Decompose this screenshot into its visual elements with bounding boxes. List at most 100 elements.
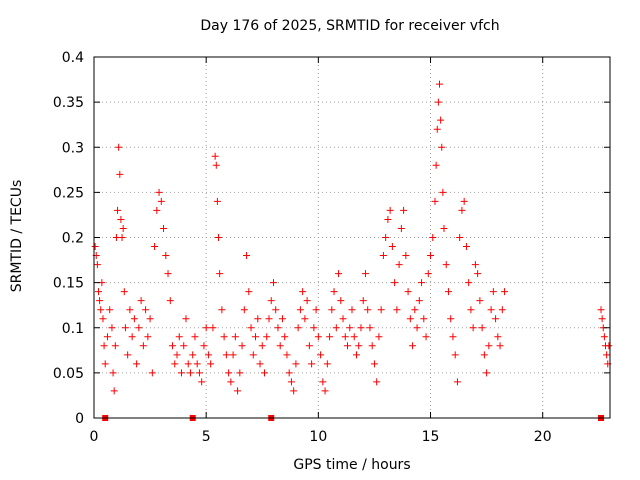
data-point bbox=[424, 270, 432, 278]
data-point bbox=[418, 279, 426, 287]
data-point bbox=[598, 315, 606, 323]
data-point bbox=[462, 243, 470, 251]
data-point bbox=[193, 360, 201, 368]
data-point bbox=[236, 369, 244, 377]
data-point bbox=[222, 351, 230, 359]
data-point bbox=[93, 261, 101, 269]
data-point bbox=[91, 243, 99, 251]
data-point bbox=[166, 297, 174, 305]
data-point bbox=[189, 351, 197, 359]
data-point bbox=[97, 306, 105, 314]
data-point bbox=[478, 324, 486, 332]
data-point bbox=[290, 387, 298, 395]
data-point bbox=[344, 342, 352, 350]
data-point bbox=[364, 306, 372, 314]
data-point bbox=[437, 116, 445, 124]
data-point bbox=[395, 261, 403, 269]
y-tick-label: 0.4 bbox=[62, 50, 84, 66]
data-point bbox=[207, 360, 215, 368]
data-point bbox=[485, 342, 493, 350]
data-point bbox=[496, 342, 504, 350]
data-point bbox=[494, 333, 502, 341]
x-tick-label: 0 bbox=[90, 429, 99, 445]
data-point bbox=[234, 387, 242, 395]
data-point bbox=[492, 315, 500, 323]
data-point bbox=[330, 288, 338, 296]
x-tick-label: 10 bbox=[309, 429, 327, 445]
data-point bbox=[483, 369, 491, 377]
data-point bbox=[314, 333, 322, 341]
x-tick-label: 5 bbox=[202, 429, 211, 445]
data-point bbox=[460, 197, 468, 205]
data-point bbox=[287, 378, 295, 386]
data-point bbox=[469, 324, 477, 332]
data-point bbox=[119, 224, 127, 232]
data-point bbox=[121, 324, 129, 332]
y-tick-label: 0 bbox=[75, 411, 84, 427]
data-point bbox=[103, 333, 111, 341]
data-point bbox=[171, 360, 179, 368]
y-tick-label: 0.1 bbox=[62, 321, 84, 337]
chart-title: Day 176 of 2025, SRMTID for receiver vfc… bbox=[200, 18, 500, 34]
data-point bbox=[109, 369, 117, 377]
data-point bbox=[231, 333, 239, 341]
data-point bbox=[429, 234, 437, 241]
data-point bbox=[137, 297, 145, 305]
data-point bbox=[130, 315, 138, 323]
data-point bbox=[225, 369, 233, 377]
data-point bbox=[261, 369, 269, 377]
data-point bbox=[256, 360, 264, 368]
data-point bbox=[111, 342, 119, 350]
data-point bbox=[240, 306, 248, 314]
data-point bbox=[252, 333, 260, 341]
data-point bbox=[108, 324, 116, 332]
data-point bbox=[212, 161, 220, 169]
data-point bbox=[173, 351, 181, 359]
data-point bbox=[433, 125, 441, 133]
data-point bbox=[404, 288, 412, 296]
data-point bbox=[151, 243, 159, 251]
data-point bbox=[209, 324, 217, 332]
data-point bbox=[361, 270, 369, 278]
data-point bbox=[346, 324, 354, 332]
data-point bbox=[146, 315, 154, 323]
data-point bbox=[258, 342, 266, 350]
data-point bbox=[442, 261, 450, 269]
data-point bbox=[317, 351, 325, 359]
data-point bbox=[115, 143, 123, 151]
data-point bbox=[357, 324, 365, 332]
x-axis-label: GPS time / hours bbox=[293, 457, 411, 473]
data-point bbox=[440, 224, 448, 232]
data-point bbox=[272, 306, 280, 314]
data-point bbox=[106, 306, 114, 314]
data-point bbox=[281, 333, 289, 341]
data-point bbox=[368, 342, 376, 350]
y-tick-label: 0.3 bbox=[62, 140, 84, 156]
data-point bbox=[118, 234, 126, 241]
data-point bbox=[162, 252, 170, 260]
data-point bbox=[415, 297, 423, 305]
data-point bbox=[142, 306, 150, 314]
data-point bbox=[397, 224, 405, 232]
data-point bbox=[249, 351, 257, 359]
data-point bbox=[96, 297, 104, 305]
data-point bbox=[388, 243, 396, 251]
data-point bbox=[139, 342, 147, 350]
data-point bbox=[434, 98, 442, 106]
data-point bbox=[439, 188, 447, 196]
data-point bbox=[198, 378, 206, 386]
data-point bbox=[202, 324, 210, 332]
data-point bbox=[164, 270, 172, 278]
data-point bbox=[269, 279, 277, 287]
data-point bbox=[323, 360, 331, 368]
data-point bbox=[453, 378, 461, 386]
data-point bbox=[296, 306, 304, 314]
data-point bbox=[144, 333, 152, 341]
data-point bbox=[447, 315, 455, 323]
data-point bbox=[182, 315, 190, 323]
data-point bbox=[321, 387, 329, 395]
data-point bbox=[191, 333, 199, 341]
data-point bbox=[128, 333, 136, 341]
data-point bbox=[386, 206, 394, 214]
